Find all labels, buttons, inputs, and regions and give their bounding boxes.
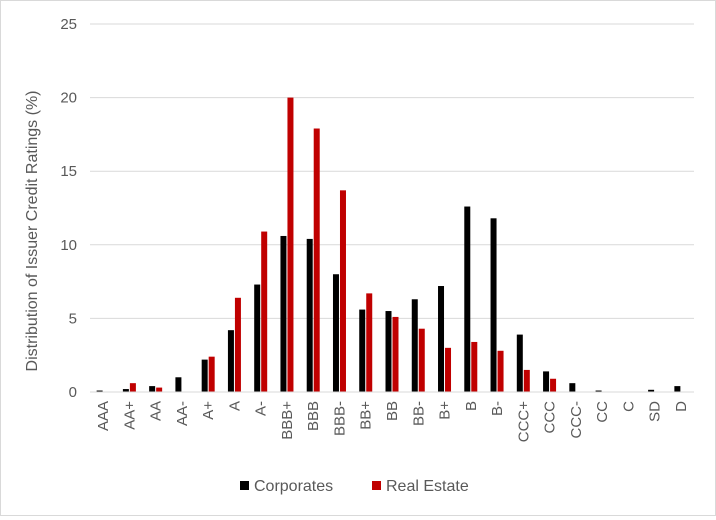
bar-real-estate-B <box>471 341 478 392</box>
x-tick-label: B- <box>489 401 506 416</box>
x-tick-label: A+ <box>200 401 217 420</box>
bar-real-estate-B+ <box>445 347 452 392</box>
x-tick-label: SD <box>647 401 664 422</box>
x-tick-label: CCC+ <box>515 401 532 442</box>
bar-corporates-B+ <box>438 286 445 392</box>
bar-real-estate-BB <box>392 316 399 392</box>
bar-real-estate-B- <box>497 350 504 392</box>
x-tick-label: BB+ <box>358 401 375 430</box>
y-tick-label: 0 <box>69 384 77 401</box>
bar-real-estate-BBB+ <box>287 97 294 392</box>
bar-corporates-CCC+ <box>516 334 523 392</box>
bar-corporates-CC <box>595 390 602 392</box>
bar-corporates-CCC- <box>569 383 576 392</box>
bar-real-estate-BB+ <box>366 293 373 392</box>
x-tick-label: A- <box>253 401 270 416</box>
x-tick-label: AA+ <box>121 401 138 430</box>
bar-real-estate-CCC <box>550 378 557 392</box>
bar-corporates-BB <box>385 311 392 392</box>
bar-corporates-SD <box>648 389 655 392</box>
legend-swatch-corporates <box>240 481 249 490</box>
legend: Corporates Real Estate <box>240 478 469 495</box>
bar-real-estate-A- <box>261 231 268 392</box>
legend-swatch-real-estate <box>372 481 381 490</box>
legend-label-corporates: Corporates <box>254 478 333 495</box>
y-tick-label: 5 <box>69 310 77 327</box>
x-tick-label: BB <box>384 401 401 421</box>
x-tick-label: BBB <box>305 401 322 431</box>
bar-corporates-AA- <box>175 377 182 392</box>
x-tick-label: CCC- <box>568 401 585 439</box>
bar-corporates-CCC <box>543 371 550 392</box>
y-axis-ticks: 0 5 10 15 20 25 <box>60 16 77 401</box>
y-axis-label: Distribution of Issuer Credit Ratings (%… <box>24 91 41 372</box>
bar-real-estate-A <box>234 297 241 392</box>
bar-real-estate-A+ <box>208 356 215 392</box>
x-tick-label: AA- <box>174 401 191 426</box>
bar-corporates-BBB- <box>332 274 339 392</box>
bar-real-estate-AA+ <box>129 383 136 392</box>
legend-label-real-estate: Real Estate <box>386 478 469 495</box>
bar-corporates-B- <box>490 218 497 392</box>
x-tick-label: BBB- <box>331 401 348 436</box>
bar-corporates-AA <box>149 386 156 392</box>
bar-corporates-BB- <box>411 299 418 392</box>
bar-corporates-B <box>464 206 471 392</box>
x-axis-ticks: AAA AA+ AA AA- A+ A A- BBB+ BBB BBB- BB+ BB BB- B+ B B-… <box>95 401 690 443</box>
gridlines <box>90 23 694 319</box>
bar-corporates-BBB+ <box>280 235 287 392</box>
x-tick-label: BBB+ <box>279 401 296 440</box>
x-tick-label: AA <box>148 401 165 421</box>
x-tick-label: B+ <box>437 401 454 420</box>
bar-corporates-A- <box>254 284 261 392</box>
bar-real-estate-BB- <box>418 328 425 392</box>
bar-real-estate-BBB <box>313 128 320 392</box>
x-tick-label: D <box>673 401 690 412</box>
x-tick-label: BB- <box>410 401 427 426</box>
x-tick-label: CCC <box>542 401 559 434</box>
x-tick-label: C <box>620 401 637 412</box>
x-tick-label: CC <box>594 401 611 423</box>
bar-real-estate-AA <box>156 387 163 392</box>
y-tick-label: 10 <box>60 237 77 254</box>
bar-corporates-A+ <box>201 359 208 392</box>
y-tick-label: 25 <box>60 16 77 33</box>
bars <box>96 97 681 392</box>
bar-corporates-AA+ <box>122 389 129 392</box>
y-tick-label: 15 <box>60 163 77 180</box>
bar-corporates-BB+ <box>359 309 366 392</box>
x-tick-label: AAA <box>95 401 112 431</box>
bar-corporates-BBB <box>306 238 313 392</box>
bar-corporates-AAA <box>96 390 103 392</box>
x-tick-label: B <box>463 401 480 411</box>
x-tick-label: A <box>226 401 243 411</box>
y-tick-label: 20 <box>60 90 77 107</box>
bar-corporates-A <box>227 330 234 392</box>
bar-corporates-D <box>674 386 681 392</box>
bar-real-estate-BBB- <box>339 190 346 392</box>
bar-real-estate-CCC+ <box>523 369 530 392</box>
